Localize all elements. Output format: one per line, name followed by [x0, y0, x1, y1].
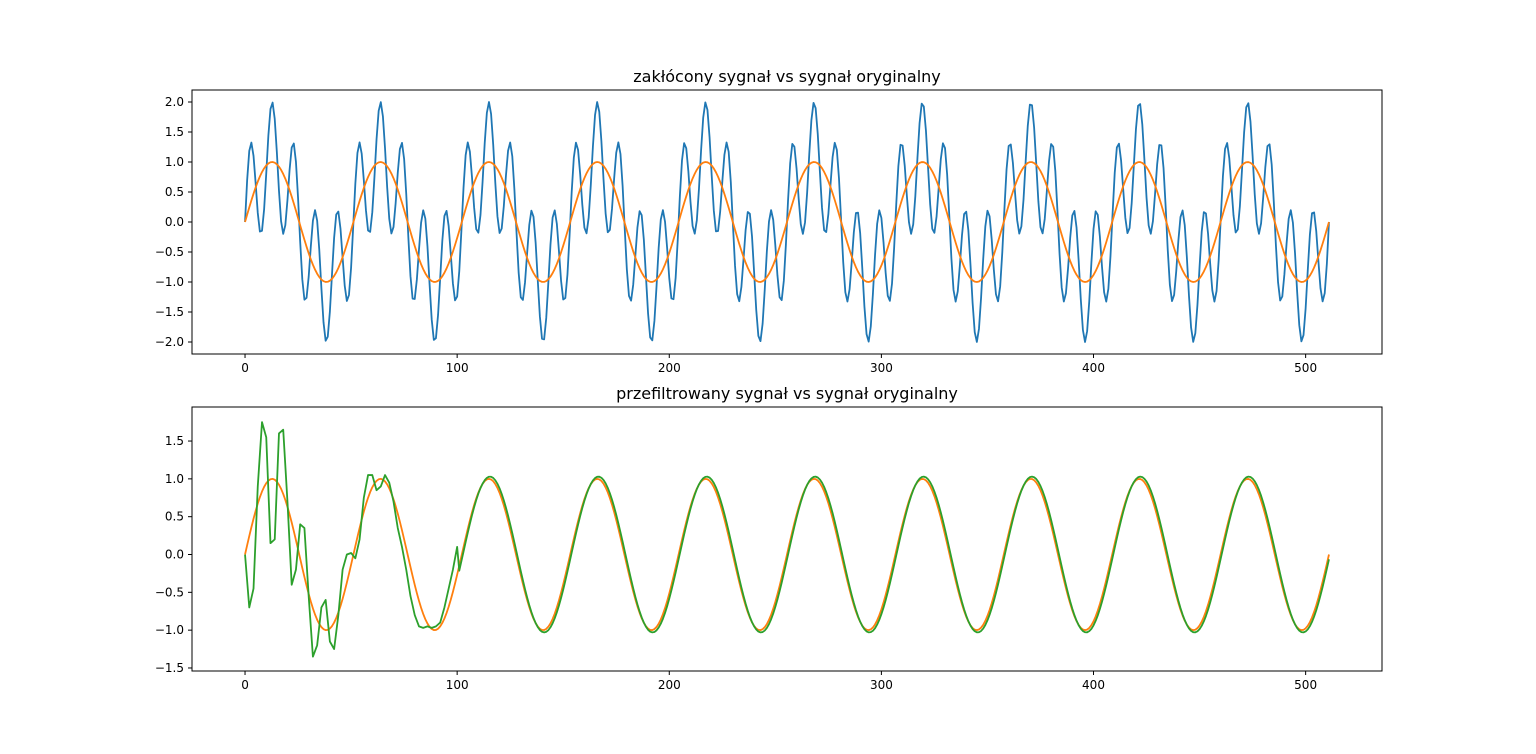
y-tick-label: 0.5 — [165, 510, 184, 524]
y-tick-label: 2.0 — [165, 95, 184, 109]
axis-ticks: 0 100 200 300 400 500 −2.0 −1.5 −1.0 −0.5 0.0 0.5 1.… — [155, 95, 1317, 375]
y-tick-label: 1.5 — [165, 125, 184, 139]
y-tick-label: −0.5 — [155, 245, 184, 259]
x-tick-label: 300 — [870, 361, 893, 375]
y-tick-label: 0.0 — [165, 215, 184, 229]
chart-title: przefiltrowany sygnał vs sygnał oryginal… — [616, 384, 958, 403]
x-tick-label: 500 — [1294, 678, 1317, 692]
x-tick-label: 0 — [241, 361, 249, 375]
chart-panel-filtered: przefiltrowany sygnał vs sygnał oryginal… — [155, 384, 1383, 692]
y-tick-label: −2.0 — [155, 335, 184, 349]
y-tick-label: −0.5 — [155, 585, 184, 599]
y-tick-label: 1.0 — [165, 155, 184, 169]
x-tick-label: 300 — [870, 678, 893, 692]
x-tick-label: 200 — [658, 361, 681, 375]
series-line-0 — [244, 477, 1330, 632]
y-tick-label: 1.0 — [165, 472, 184, 486]
series-group — [244, 421, 1330, 658]
y-tick-label: −1.5 — [155, 305, 184, 319]
y-tick-label: 1.5 — [165, 434, 184, 448]
x-tick-label: 0 — [241, 678, 249, 692]
y-tick-label: 0.0 — [165, 548, 184, 562]
series-group — [244, 101, 1330, 343]
x-tick-label: 400 — [1082, 361, 1105, 375]
axis-ticks: 0 100 200 300 400 500 −1.5 −1.0 −0.5 0.0 0.5 1.0 1.5 — [155, 434, 1317, 692]
y-tick-label: −1.0 — [155, 623, 184, 637]
y-tick-label: −1.0 — [155, 275, 184, 289]
plot-frame — [191, 89, 1383, 355]
y-tick-label: 0.5 — [165, 185, 184, 199]
chart-title: zakłócony sygnał vs sygnał oryginalny — [633, 67, 941, 86]
x-tick-label: 500 — [1294, 361, 1317, 375]
chart-panel-noisy: zakłócony sygnał vs sygnał oryginalny 0 1… — [155, 67, 1383, 375]
x-tick-label: 100 — [446, 678, 469, 692]
series-line-1 — [244, 421, 1330, 658]
x-tick-label: 200 — [658, 678, 681, 692]
plot-frame — [191, 406, 1383, 672]
x-tick-label: 100 — [446, 361, 469, 375]
series-line-1 — [244, 161, 1330, 283]
y-tick-label: −1.5 — [155, 661, 184, 675]
x-tick-label: 400 — [1082, 678, 1105, 692]
